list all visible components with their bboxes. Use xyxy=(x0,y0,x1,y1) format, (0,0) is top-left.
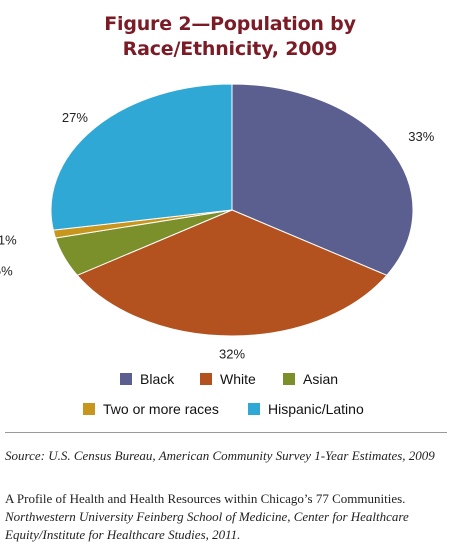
pie-label-white: 32% xyxy=(219,347,245,362)
chart-title-line-2: Race/Ethnicity, 2009 xyxy=(122,38,338,60)
chart-title-line-1: Figure 2—Population by xyxy=(104,13,356,35)
legend-label-asian: Asian xyxy=(303,371,339,387)
legend-item-two-or-more: Two or more races xyxy=(83,400,219,418)
legend-item-black: Black xyxy=(120,370,174,388)
legend-item-hispanic: Hispanic/Latino xyxy=(248,400,364,418)
legend-label-two-or-more: Two or more races xyxy=(103,401,219,417)
legend-row-2: Two or more races Hispanic/Latino xyxy=(0,400,460,418)
pie-label-hispanic-latino: 27% xyxy=(62,110,88,125)
pie-labels: 33% 32% 5% 1% 27% xyxy=(0,110,435,362)
legend-swatch-two-or-more xyxy=(83,403,95,415)
legend-label-hispanic: Hispanic/Latino xyxy=(268,401,364,417)
legend-swatch-hispanic xyxy=(248,403,260,415)
legend-label-black: Black xyxy=(140,371,175,387)
legend-item-asian: Asian xyxy=(283,370,338,388)
legend-swatch-black xyxy=(120,373,132,385)
citation-publisher: Northwestern University Feinberg School … xyxy=(5,509,409,542)
pie-slice-black xyxy=(231,83,414,276)
pie-chart: 33% 32% 5% 1% 27% xyxy=(0,83,435,362)
pie-label-asian: 5% xyxy=(0,264,13,279)
pie-slices xyxy=(50,83,414,337)
pie-label-two-or-more-races: 1% xyxy=(0,232,17,247)
divider xyxy=(5,432,447,433)
pie-label-black: 33% xyxy=(408,129,434,144)
pie-slice-white xyxy=(76,209,388,337)
legend-swatch-white xyxy=(200,373,212,385)
chart-title: Figure 2—Population by Race/Ethnicity, 2… xyxy=(0,12,460,62)
legend-item-white: White xyxy=(200,370,256,388)
pie-slice-hispanic-latino xyxy=(50,83,233,231)
source-note: Source: U.S. Census Bureau, American Com… xyxy=(5,447,450,465)
citation: A Profile of Health and Health Resources… xyxy=(5,490,455,544)
citation-title: A Profile of Health and Health Resources… xyxy=(5,491,406,506)
legend-label-white: White xyxy=(220,371,256,387)
source-text: Source: U.S. Census Bureau, American Com… xyxy=(5,448,435,463)
legend-swatch-asian xyxy=(283,373,295,385)
legend-row-1: Black White Asian xyxy=(0,370,460,388)
